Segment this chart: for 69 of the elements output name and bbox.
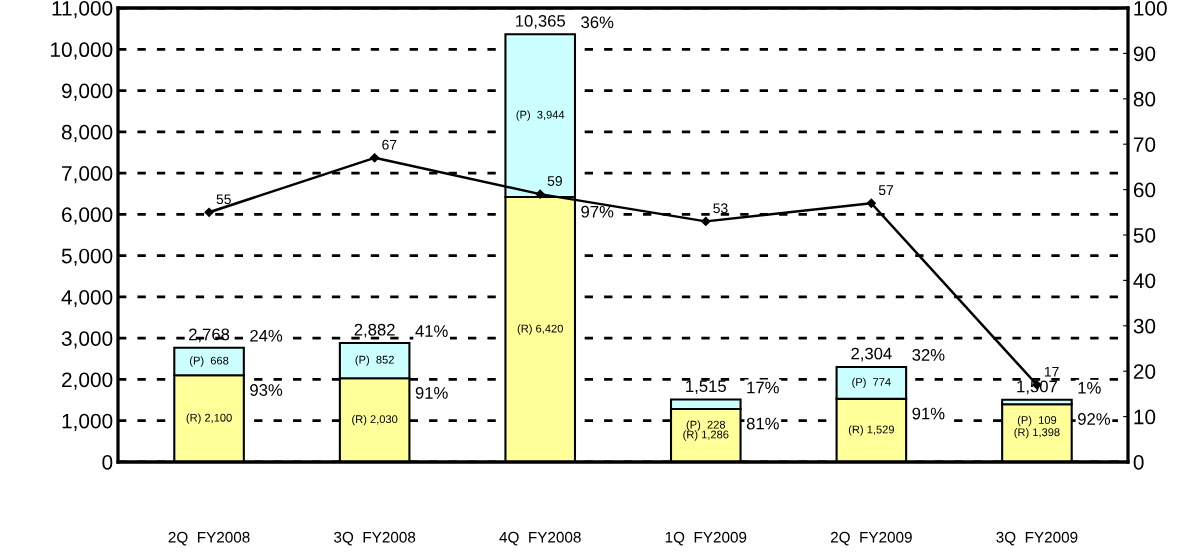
data-label: (P) 774	[852, 377, 891, 389]
x-tick-label: 2Q FY2009	[830, 531, 912, 546]
total-label: 2,768	[189, 328, 230, 343]
x-tick-label: 3Q FY2009	[996, 531, 1078, 546]
y-tick-label: 6,000	[62, 207, 113, 225]
data-label: (R) 6,420	[517, 324, 563, 335]
data-label: (P) 228	[686, 420, 726, 431]
total-label: 10,365	[516, 14, 566, 29]
y-tick-label: 7,000	[62, 166, 113, 184]
data-label: (P) 109	[1017, 415, 1057, 427]
y2-tick-label: 50	[1133, 228, 1156, 243]
data-label: 55	[216, 194, 231, 205]
x-tick-label: 4Q FY2008	[499, 531, 581, 546]
y2-tick-label: 40	[1133, 273, 1156, 289]
data-label: 17	[1044, 366, 1059, 377]
annotation: 92%	[1078, 413, 1111, 425]
total-label: 2,304	[851, 347, 892, 362]
data-label: (R) 2,030	[352, 414, 398, 426]
data-label: 53	[713, 203, 728, 214]
data-label: (R) 2,100	[186, 413, 232, 424]
annotation: 93%	[250, 384, 283, 396]
y2-tick-label: 70	[1133, 137, 1156, 152]
x-tick-label: 3Q FY2008	[334, 531, 416, 546]
annotation: 91%	[415, 386, 448, 399]
y-tick-label: 1,000	[62, 413, 113, 431]
data-label: (R) 1,286	[683, 430, 729, 441]
annotation: 17%	[747, 381, 779, 394]
y2-tick-label: 90	[1133, 46, 1156, 62]
data-label: 67	[382, 139, 397, 150]
x-tick-label: 1Q FY2009	[665, 531, 747, 546]
point	[535, 189, 545, 199]
y-tick-label: 9,000	[61, 83, 113, 101]
y2-tick-label: 100	[1134, 1, 1167, 16]
data-label: (P) 3,944	[516, 110, 565, 121]
annotation: 41%	[415, 325, 448, 337]
y2-tick-label: 20	[1133, 364, 1156, 379]
x-tick-label: 2Q FY2008	[168, 531, 250, 546]
data-label: (P) 668	[189, 356, 229, 367]
y-tick-label: 8,000	[61, 124, 113, 143]
y2-tick-label: 80	[1133, 91, 1156, 107]
data-label: (P) 852	[355, 355, 394, 366]
annotation: 1%	[1078, 382, 1101, 394]
y2-tick-label: 30	[1133, 318, 1156, 334]
y2-tick-label: 60	[1133, 182, 1156, 198]
y-tick-label: 0	[102, 455, 113, 470]
y2-tick-label: 10	[1134, 409, 1156, 425]
point	[370, 153, 380, 163]
y-tick-label: 5,000	[61, 248, 113, 266]
annotation: 97%	[581, 205, 614, 218]
annotation: 81%	[746, 417, 779, 430]
data-label: (R) 1,398	[1014, 427, 1060, 439]
y-tick-label: 2,000	[62, 372, 113, 390]
y-tick-label: 11,000	[52, 1, 113, 19]
total-label: 2,882	[354, 323, 395, 338]
annotation: 24%	[250, 329, 283, 342]
y-tick-label: 4,000	[61, 289, 113, 308]
data-label: (R) 1,529	[848, 425, 894, 436]
data-label: 57	[878, 185, 894, 196]
y-tick-label: 10,000	[51, 42, 113, 60]
total-label: 1,515	[686, 380, 726, 395]
point	[866, 198, 876, 208]
point	[204, 207, 214, 217]
y-tick-label: 3,000	[61, 331, 113, 349]
annotation: 91%	[912, 407, 945, 420]
annotation: 36%	[581, 16, 614, 29]
y2-tick-label: 0	[1133, 455, 1144, 470]
annotation: 32%	[912, 349, 945, 361]
point	[701, 216, 711, 227]
data-label: 59	[547, 176, 562, 186]
